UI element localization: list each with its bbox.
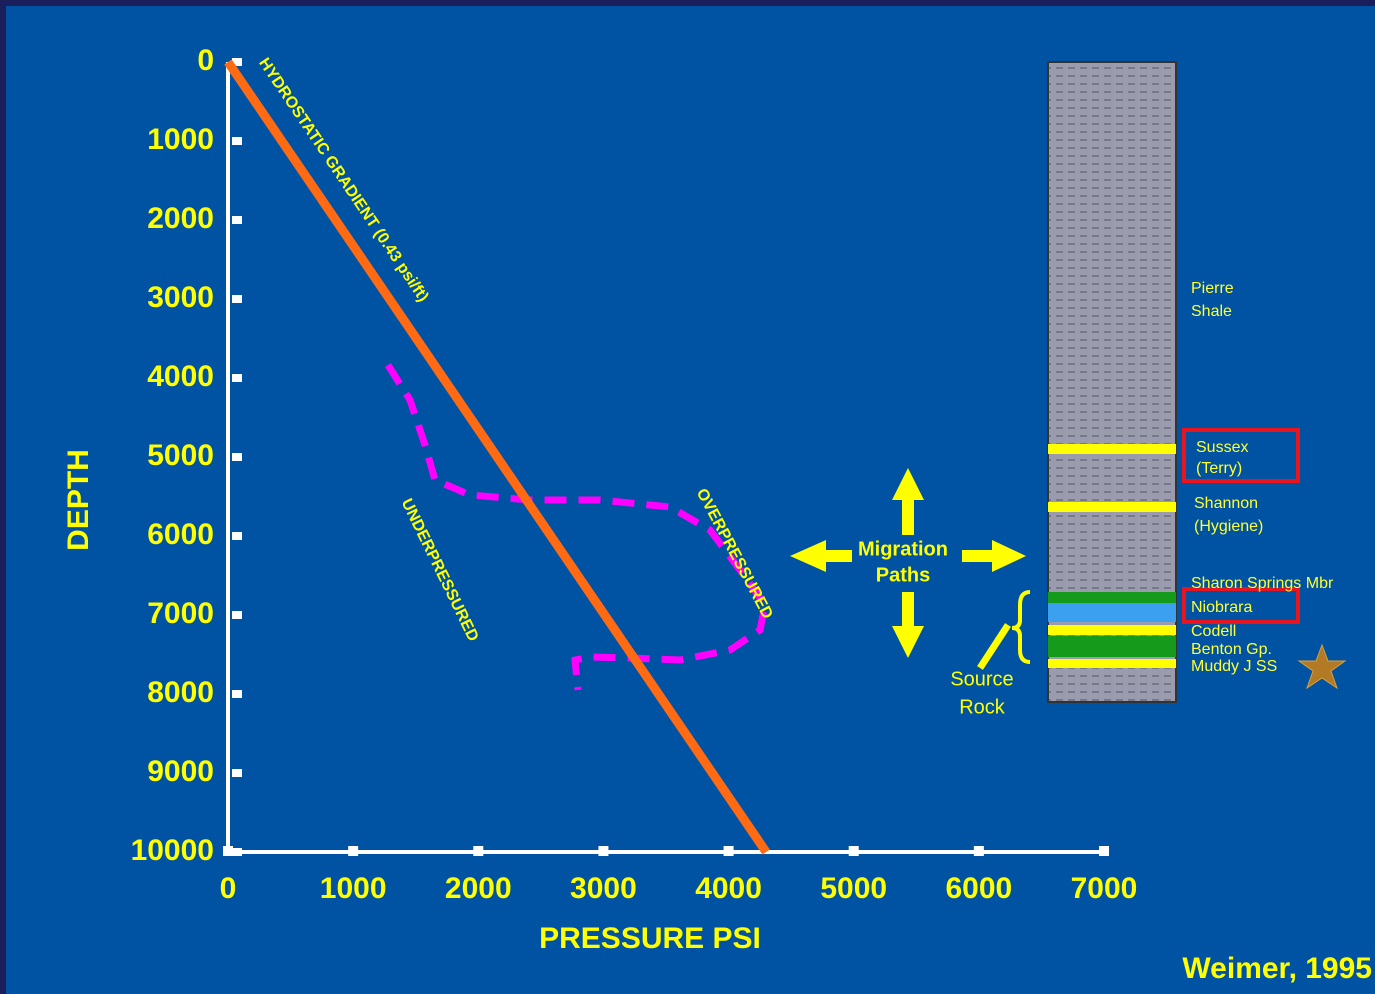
formation-label: (Terry) <box>1196 460 1242 477</box>
formation-label: Benton Gp. <box>1191 641 1272 658</box>
y-tick-label: 0 <box>197 44 214 77</box>
x-tick-label: 0 <box>220 872 237 905</box>
formation-label: Shannon <box>1194 495 1258 512</box>
x-tick-label: 5000 <box>820 872 887 905</box>
y-tick-label: 8000 <box>147 676 214 709</box>
y-tick <box>232 848 242 856</box>
source-label: Source <box>950 668 1013 690</box>
x-tick <box>598 846 608 856</box>
source-label: Rock <box>959 696 1006 718</box>
x-tick <box>724 846 734 856</box>
formation-label: Shale <box>1191 303 1232 320</box>
formation-label: (Hygiene) <box>1194 518 1263 535</box>
y-tick-label: 4000 <box>147 360 214 393</box>
y-tick-label: 1000 <box>147 123 214 156</box>
x-tick-label: 1000 <box>320 872 387 905</box>
y-tick-label: 3000 <box>147 281 214 314</box>
x-tick <box>223 846 233 856</box>
y-tick-label: 5000 <box>147 439 214 472</box>
y-tick <box>232 374 242 382</box>
y-tick-label: 7000 <box>147 597 214 630</box>
x-tick-label: 7000 <box>1071 872 1138 905</box>
x-tick-label: 3000 <box>570 872 637 905</box>
x-tick-label: 6000 <box>945 872 1012 905</box>
x-tick <box>974 846 984 856</box>
y-tick <box>232 453 242 461</box>
migration-label: Migration <box>858 538 948 560</box>
migration-label: Paths <box>876 564 930 586</box>
y-tick <box>232 611 242 619</box>
x-tick-label: 2000 <box>445 872 512 905</box>
y-axis-title: DEPTH <box>62 449 95 551</box>
y-tick <box>232 769 242 777</box>
y-tick-label: 10000 <box>131 834 214 867</box>
y-tick <box>232 137 242 145</box>
y-tick-label: 9000 <box>147 755 214 788</box>
x-tick-label: 4000 <box>695 872 762 905</box>
x-tick <box>473 846 483 856</box>
formation-label: Pierre <box>1191 280 1234 297</box>
formation-label: Niobrara <box>1191 599 1252 616</box>
citation: Weimer, 1995 <box>1182 952 1372 985</box>
formation-label: Muddy J SS <box>1191 658 1277 675</box>
y-tick-label: 2000 <box>147 202 214 235</box>
x-tick <box>348 846 358 856</box>
formation-label: Sussex <box>1196 439 1248 456</box>
formation-label: Sharon Springs Mbr <box>1191 575 1334 592</box>
y-tick <box>232 295 242 303</box>
x-tick <box>1099 846 1109 856</box>
y-tick-label: 6000 <box>147 518 214 551</box>
y-tick <box>232 690 242 698</box>
x-tick <box>849 846 859 856</box>
y-tick <box>232 532 242 540</box>
x-axis-title: PRESSURE PSI <box>539 922 761 955</box>
formation-label: Codell <box>1191 623 1236 640</box>
slide: HYDROSTATIC GRADIENT (0.43 psi/ft) UNDER… <box>0 0 1375 994</box>
y-tick <box>232 216 242 224</box>
